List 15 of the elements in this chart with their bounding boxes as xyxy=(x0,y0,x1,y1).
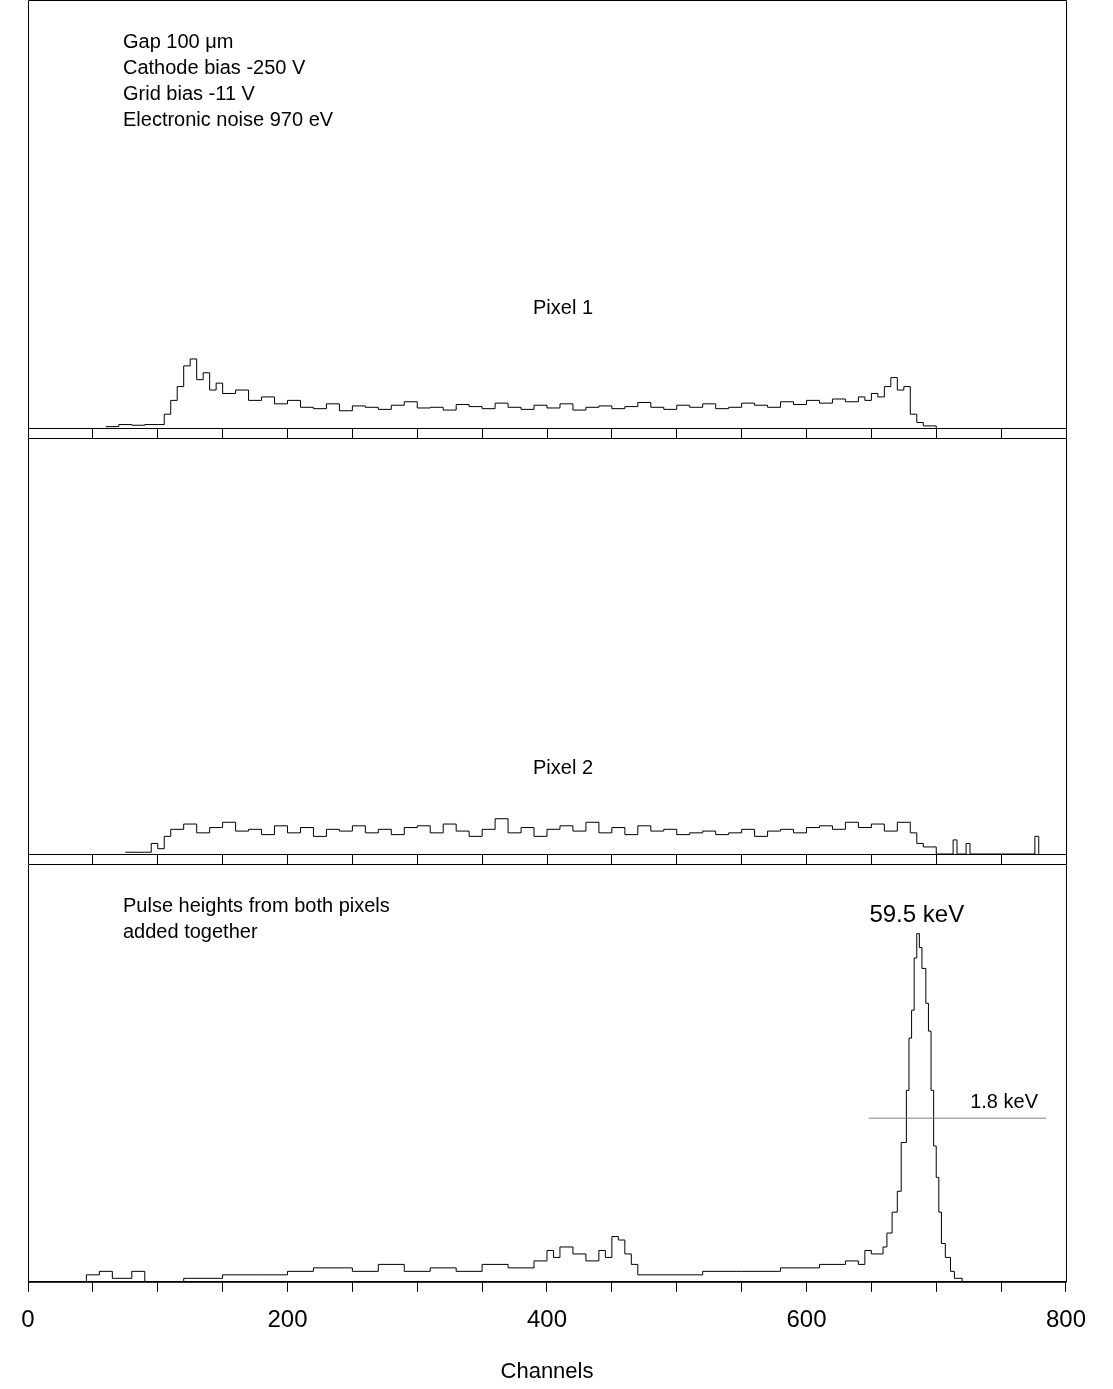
x-tick-label: 800 xyxy=(1045,1304,1086,1332)
text: Electronic noise 970 eV xyxy=(123,107,334,130)
annotation: 59.5 keV xyxy=(869,900,965,928)
x-tick-label: 600 xyxy=(786,1304,827,1332)
annotation: Pulse heights from both pixels added together xyxy=(123,893,390,942)
x-tick-label: 0 xyxy=(21,1304,35,1332)
text: Grid bias -11 V xyxy=(123,81,256,104)
ref-line-label: 1.8 keV xyxy=(970,1089,1039,1112)
x-tick-label: 400 xyxy=(526,1304,568,1332)
x-axis-title: Channels xyxy=(500,1357,594,1383)
x-tick-label: 200 xyxy=(267,1304,308,1332)
text: Pixel 2 xyxy=(532,756,594,779)
text: Cathode bias -250 V xyxy=(123,55,306,78)
text: Pixel 1 xyxy=(532,296,594,319)
text: Gap 100 μm xyxy=(123,29,234,52)
